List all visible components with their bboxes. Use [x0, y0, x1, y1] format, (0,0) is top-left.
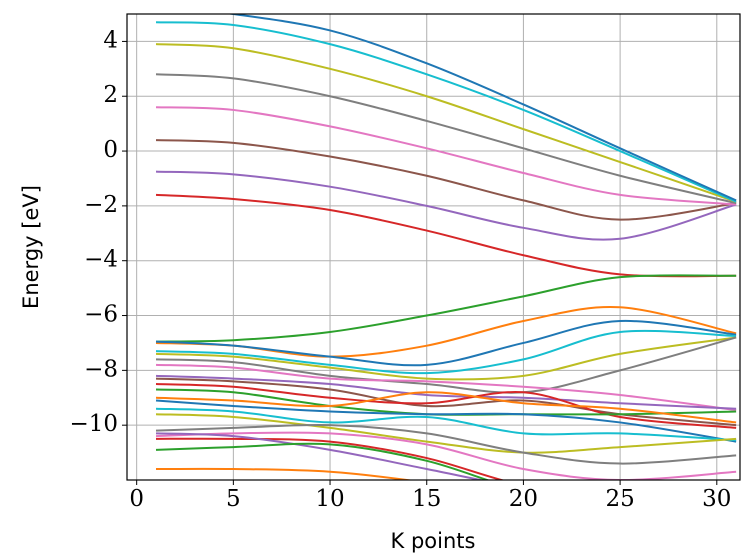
band-line: [156, 437, 505, 480]
band-line: [155, 399, 737, 443]
band-line: [155, 336, 737, 394]
band-line: [155, 424, 737, 465]
band-line: [225, 14, 737, 202]
band-line: [155, 170, 737, 241]
grid: [127, 14, 740, 480]
x-tick-label: 0: [129, 486, 144, 512]
band-line: [155, 407, 737, 442]
x-tick-label: 5: [226, 486, 241, 512]
band-line: [155, 391, 737, 424]
x-tick-label: 30: [702, 486, 731, 512]
band-line: [155, 336, 737, 381]
y-tick-label: 2: [103, 82, 118, 108]
band-line: [155, 329, 737, 375]
band-line: [155, 374, 737, 410]
band-line: [155, 413, 737, 454]
y-tick-label: 4: [103, 27, 118, 53]
band-line: [155, 21, 737, 203]
y-tick-label: −4: [84, 247, 118, 273]
band-line: [155, 43, 737, 203]
band-line: [155, 363, 737, 412]
ticks: 0 5 10 15 20 25 30 −10 −8 −6 −4 −2 0 2 4: [69, 27, 731, 512]
y-axis-label: Energy [eV]: [19, 185, 43, 309]
band-line: [155, 431, 737, 480]
band-line: [155, 442, 491, 480]
band-line: [155, 73, 737, 205]
band-line: [155, 106, 737, 206]
x-tick-label: 20: [509, 486, 538, 512]
x-tick-label: 10: [315, 486, 344, 512]
x-axis-label: K points: [391, 529, 476, 553]
band-line: [155, 432, 486, 480]
y-tick-label: −2: [84, 192, 118, 218]
plot-lines: [155, 14, 737, 480]
plot-frame: [126, 13, 741, 481]
band-line: [155, 383, 737, 429]
band-line: [156, 467, 415, 480]
y-tick-label: −6: [84, 302, 118, 328]
band-line: [155, 193, 737, 278]
band-line: [155, 319, 737, 367]
band-line: [155, 139, 737, 221]
y-tick-label: −8: [84, 356, 118, 382]
band-line: [155, 274, 737, 343]
y-tick-label: −10: [69, 411, 118, 437]
x-tick-label: 25: [605, 486, 634, 512]
y-tick-label: 0: [103, 137, 118, 163]
x-tick-label: 15: [412, 486, 441, 512]
